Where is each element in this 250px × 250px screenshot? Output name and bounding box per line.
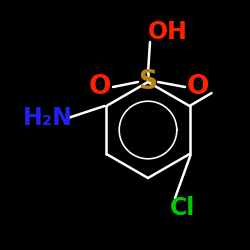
Text: O: O bbox=[89, 74, 111, 100]
Text: OH: OH bbox=[148, 20, 188, 44]
Text: Cl: Cl bbox=[170, 196, 196, 220]
Text: S: S bbox=[138, 69, 158, 95]
Text: H₂N: H₂N bbox=[23, 106, 73, 130]
Text: O: O bbox=[187, 74, 209, 100]
